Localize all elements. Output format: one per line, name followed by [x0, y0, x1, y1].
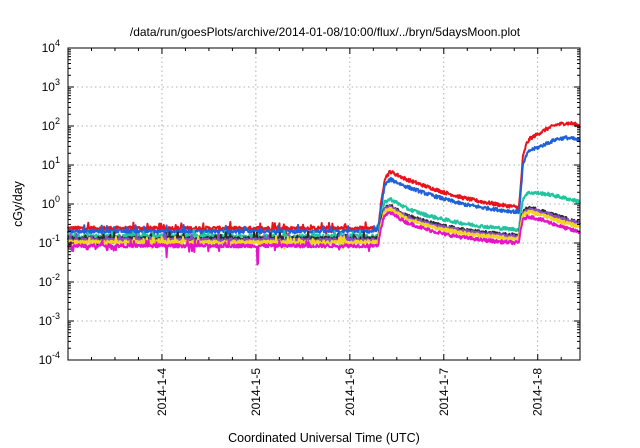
- y-tick-label: 10-3: [39, 311, 60, 328]
- y-tick-label: 102: [42, 116, 60, 133]
- y-axis-title: cGy/day: [11, 180, 25, 227]
- y-tick-label: 10-4: [39, 350, 60, 367]
- x-axis-title: Coordinated Universal Time (UTC): [228, 431, 420, 445]
- label-layer: 10-4 10-3 10-2 10-1 100 101 102 103 104 2014-1-4 2…: [39, 38, 545, 416]
- y-tick-label: 100: [42, 194, 60, 211]
- series-line: [67, 121, 581, 236]
- series-line: [67, 206, 581, 253]
- series-line: [67, 135, 581, 239]
- x-tick-label: 2014-1-7: [437, 368, 451, 416]
- y-tick-label: 10-1: [39, 233, 60, 250]
- y-tick-label: 101: [42, 155, 60, 172]
- x-tick-label: 2014-1-6: [343, 368, 357, 416]
- y-tick-label: 103: [42, 77, 60, 94]
- x-tick-label: 2014-1-8: [531, 368, 545, 416]
- y-tick-label: 104: [42, 38, 60, 55]
- chart-title: /data/run/goesPlots/archive/2014-01-08/1…: [130, 25, 521, 39]
- y-tick-label: 10-2: [39, 272, 60, 289]
- series-line: [67, 211, 581, 266]
- x-tick-label: 2014-1-4: [155, 368, 169, 416]
- x-tick-label: 2014-1-5: [249, 368, 263, 416]
- tick-layer: [68, 47, 580, 361]
- series-layer: [67, 121, 581, 266]
